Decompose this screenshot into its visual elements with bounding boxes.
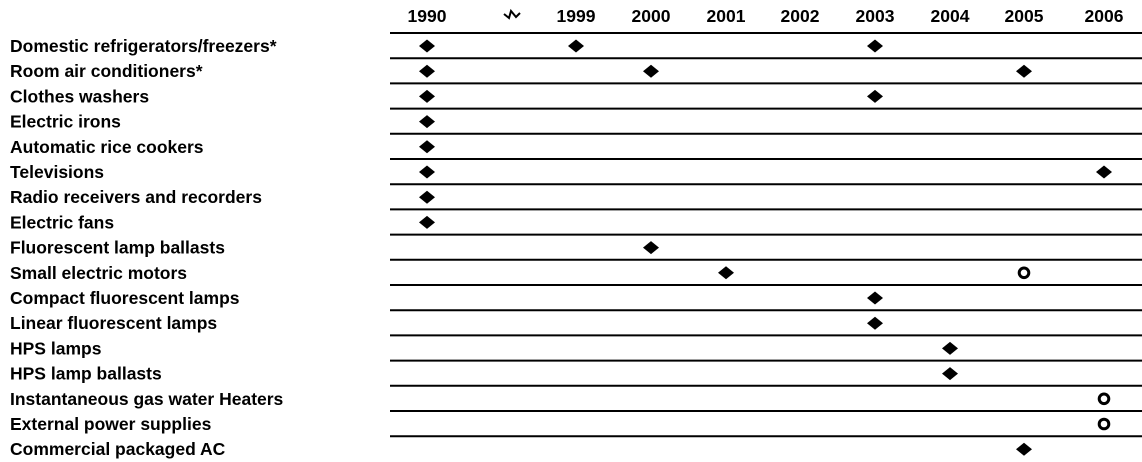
row-label: Commercial packaged AC xyxy=(10,439,226,459)
filled-diamond-marker xyxy=(419,89,435,103)
open-circle-marker xyxy=(1097,417,1111,431)
row-label: Domestic refrigerators/freezers* xyxy=(10,36,277,56)
year-label-2000: 2000 xyxy=(632,6,671,26)
year-label-2003: 2003 xyxy=(856,6,895,26)
filled-diamond-marker xyxy=(419,39,435,53)
year-label-1990: 1990 xyxy=(408,6,447,26)
filled-diamond-marker xyxy=(419,165,435,179)
open-circle-marker xyxy=(1097,392,1111,406)
filled-diamond-marker xyxy=(942,367,958,381)
filled-diamond-marker xyxy=(1096,165,1112,179)
filled-diamond-marker xyxy=(942,341,958,355)
year-header: 1990 1999 2000 2001 2002 2003 2004 2005 2006 xyxy=(408,6,1124,26)
row-label: Instantaneous gas water Heaters xyxy=(10,389,284,409)
row-label: Radio receivers and recorders xyxy=(10,187,262,207)
filled-diamond-marker xyxy=(1016,64,1032,78)
row-label: Fluorescent lamp ballasts xyxy=(10,238,225,258)
filled-diamond-marker xyxy=(643,64,659,78)
row-separators xyxy=(390,32,1142,438)
axis-break-icon xyxy=(503,8,521,20)
row-label: Televisions xyxy=(10,162,104,182)
year-label-1999: 1999 xyxy=(557,6,596,26)
filled-diamond-marker xyxy=(867,89,883,103)
filled-diamond-marker xyxy=(419,215,435,229)
year-label-2006: 2006 xyxy=(1085,6,1124,26)
row-label: Small electric motors xyxy=(10,263,187,283)
row-label: Linear fluorescent lamps xyxy=(10,313,217,333)
row-label: External power supplies xyxy=(10,414,212,434)
row-label: Room air conditioners* xyxy=(10,61,203,81)
row-label: HPS lamps xyxy=(10,338,102,358)
filled-diamond-marker xyxy=(718,266,734,280)
plot-markers xyxy=(419,39,1112,456)
filled-diamond-marker xyxy=(419,190,435,204)
filled-diamond-marker xyxy=(867,316,883,330)
filled-diamond-marker xyxy=(643,241,659,255)
row-label: Automatic rice cookers xyxy=(10,137,204,157)
open-circle-marker xyxy=(1017,266,1031,280)
year-label-2004: 2004 xyxy=(931,6,970,26)
year-label-2002: 2002 xyxy=(781,6,820,26)
row-label: Compact fluorescent lamps xyxy=(10,288,240,308)
filled-diamond-marker xyxy=(419,115,435,129)
row-label: HPS lamp ballasts xyxy=(10,364,162,384)
filled-diamond-marker xyxy=(867,291,883,305)
row-label: Electric fans xyxy=(10,212,114,232)
filled-diamond-marker xyxy=(419,140,435,154)
filled-diamond-marker xyxy=(867,39,883,53)
filled-diamond-marker xyxy=(568,39,584,53)
year-label-2001: 2001 xyxy=(707,6,746,26)
filled-diamond-marker xyxy=(1016,442,1032,456)
year-label-2005: 2005 xyxy=(1005,6,1044,26)
row-label: Electric irons xyxy=(10,112,121,132)
filled-diamond-marker xyxy=(419,64,435,78)
row-labels: Domestic refrigerators/freezers* Room air… xyxy=(10,36,284,459)
row-label: Clothes washers xyxy=(10,86,149,106)
